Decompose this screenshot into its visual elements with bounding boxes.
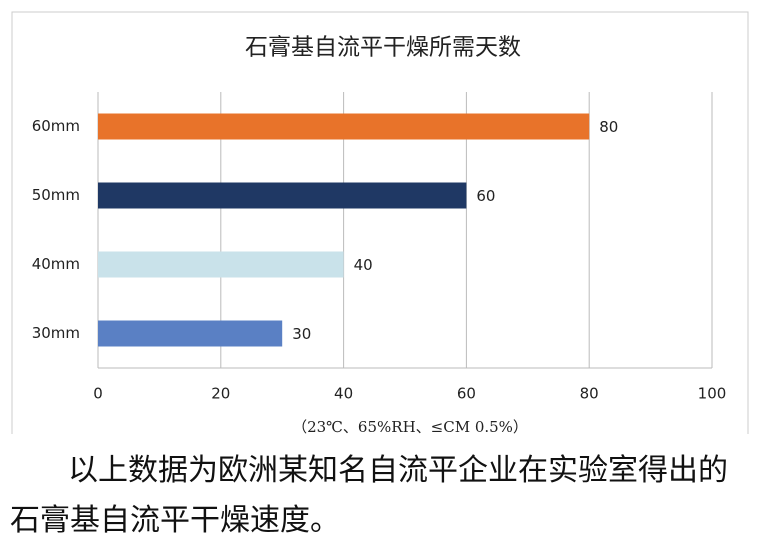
chart-title: 石膏基自流平干燥所需天数 — [245, 35, 521, 61]
chart: 石膏基自流平干燥所需天数 （23℃、65%RH、≤CM 0.5%） 0 20 40 6… — [11, 11, 749, 434]
y-tick-label: 50mm — [32, 186, 80, 204]
x-tick-label: 20 — [211, 385, 230, 403]
y-tick-label: 40mm — [32, 255, 80, 273]
bar — [98, 113, 590, 140]
y-tick-label: 60mm — [32, 117, 80, 135]
x-tick-label: 80 — [580, 385, 599, 403]
data-label: 40 — [354, 256, 373, 274]
data-label: 80 — [599, 118, 618, 136]
y-tick-label: 30mm — [32, 324, 80, 342]
x-tick-label: 100 — [698, 385, 727, 403]
x-tick-label: 40 — [334, 385, 353, 403]
data-label: 30 — [292, 325, 311, 343]
caption: 以上数据为欧洲某知名自流平企业在实验室得出的石膏基自流平干燥速度。 — [10, 453, 728, 538]
bar — [98, 251, 344, 278]
chart-subtitle: （23℃、65%RH、≤CM 0.5%） — [292, 418, 528, 434]
x-tick-label: 60 — [457, 385, 476, 403]
bar — [98, 320, 283, 347]
x-tick-label: 0 — [93, 385, 103, 403]
data-label: 60 — [476, 187, 495, 205]
chart-frame — [11, 11, 749, 434]
bar — [98, 182, 467, 209]
